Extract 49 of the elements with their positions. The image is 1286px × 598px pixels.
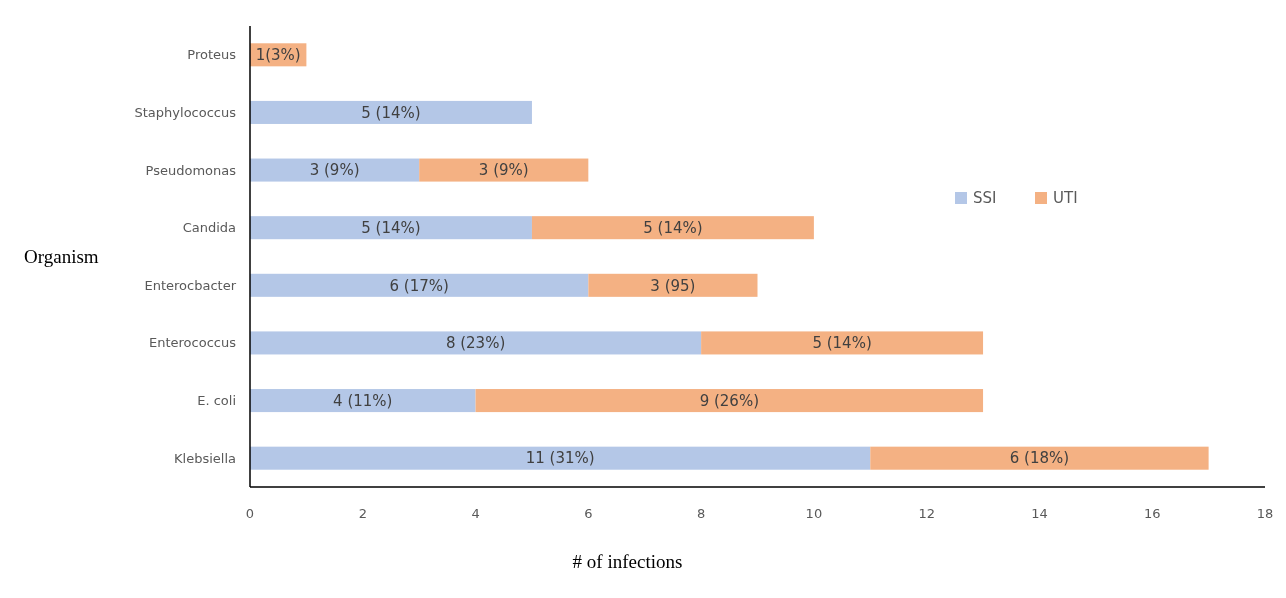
x-tick-label: 16	[1143, 506, 1161, 521]
data-label: 1(3%)	[255, 46, 301, 65]
x-tick-label: 6	[584, 506, 593, 521]
data-label: 8 (23%)	[445, 334, 506, 353]
bar	[250, 216, 532, 240]
x-axis-title: # of infections	[572, 551, 683, 572]
y-axis-title: Organism	[24, 246, 99, 268]
bar	[701, 331, 984, 355]
data-label: 3 (9%)	[309, 161, 360, 180]
x-tick-label: 14	[1031, 506, 1048, 521]
y-tick-label: E. coli	[197, 393, 236, 409]
bar	[475, 389, 984, 413]
y-tick-label: Candida	[182, 220, 236, 236]
y-tick-label: Staphylococcus	[134, 104, 237, 120]
y-tick-label: Pseudomonas	[145, 162, 237, 178]
data-label: 9 (26%)	[699, 391, 759, 410]
data-label: 11 (31%)	[525, 449, 595, 468]
y-tick-label: Enterococcus	[149, 335, 237, 351]
data-label: 5 (14%)	[361, 103, 421, 122]
y-tick-label: Proteus	[187, 47, 237, 63]
bar	[870, 446, 1209, 470]
x-tick-label: 10	[805, 506, 823, 521]
bar	[250, 100, 532, 124]
bar	[250, 446, 871, 470]
bar	[588, 273, 758, 297]
data-label: 4 (11%)	[333, 391, 393, 410]
data-label: 6 (18%)	[1009, 449, 1070, 468]
y-tick-label: Klebsiella	[174, 450, 236, 466]
bar	[250, 389, 476, 413]
legend-label: SSI	[973, 189, 997, 208]
bar	[419, 158, 589, 182]
x-tick-label: 4	[471, 506, 480, 521]
bar	[250, 158, 420, 182]
x-tick-label: 0	[245, 506, 255, 521]
data-label: 3 (95)	[650, 276, 696, 295]
bar	[531, 216, 814, 240]
data-label: 3 (9%)	[478, 161, 529, 180]
x-tick-label: 18	[1256, 506, 1274, 521]
data-label: 6 (17%)	[389, 276, 449, 295]
legend-label: UTI	[1053, 189, 1078, 208]
data-label: 5 (14%)	[643, 218, 703, 237]
x-tick-label: 2	[358, 506, 367, 521]
y-tick-label: Enterocbacter	[144, 277, 237, 293]
bar	[250, 273, 589, 297]
bar	[250, 331, 702, 355]
data-label: 5 (14%)	[361, 218, 421, 237]
x-tick-label: 12	[918, 506, 935, 521]
data-label: 5 (14%)	[812, 334, 872, 353]
x-tick-label: 8	[696, 506, 706, 521]
